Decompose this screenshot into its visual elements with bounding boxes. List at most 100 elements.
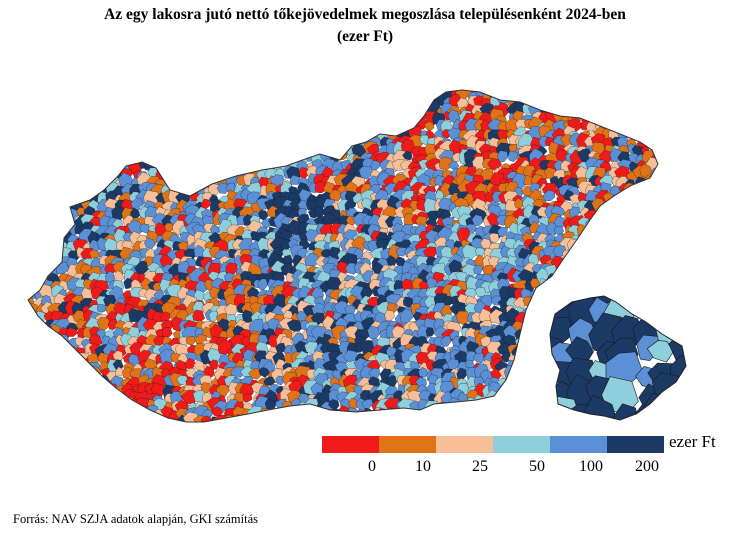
settlement-cell: [36, 368, 49, 382]
settlement-cell: [96, 317, 111, 331]
settlement-cell: [225, 121, 240, 135]
settlement-cell: [338, 129, 347, 141]
settlement-cell: [273, 408, 285, 422]
settlement-cell: [409, 80, 418, 90]
settlement-cell: [299, 130, 311, 141]
settlement-cell: [368, 367, 381, 379]
settlement-cell: [384, 359, 398, 371]
settlement-cell: [633, 262, 648, 277]
settlement-cell: [265, 90, 276, 99]
settlement-cell: [28, 90, 34, 100]
settlement-cell: [273, 113, 286, 125]
settlement-cell: [135, 90, 150, 95]
settlement-cell: [98, 176, 108, 186]
settlement-cell: [652, 184, 658, 196]
settlement-cell: [48, 399, 62, 418]
settlement-cell: [215, 129, 230, 143]
settlement-cell: [230, 134, 246, 149]
settlement-cell: [195, 98, 205, 109]
settlement-cell: [28, 268, 31, 285]
settlement-cell: [90, 378, 102, 390]
settlement-cell: [602, 90, 617, 100]
settlement-cell: [101, 413, 120, 422]
settlement-cell: [274, 154, 286, 165]
settlement-cell: [635, 120, 645, 132]
settlement-cell: [128, 138, 142, 151]
settlement-cell: [252, 97, 265, 112]
settlement-cell: [224, 92, 243, 110]
settlement-cell: [247, 134, 263, 148]
settlement-cell: [28, 337, 30, 348]
settlement-cell: [281, 133, 295, 147]
settlement-cell: [258, 145, 270, 157]
settlement-cell: [281, 146, 293, 156]
settlement-cell: [214, 108, 229, 122]
settlement-cell: [603, 90, 616, 91]
settlement-cell: [43, 97, 57, 112]
settlement-cell: [257, 131, 272, 147]
settlement-cell: [546, 94, 560, 107]
settlement-cell: [58, 167, 72, 178]
settlement-cell: [647, 262, 658, 276]
settlement-cell: [405, 102, 420, 116]
settlement-cell: [400, 413, 417, 422]
settlement-cell: [555, 296, 568, 308]
settlement-cell: [356, 119, 369, 132]
settlement-cell: [183, 134, 199, 149]
settlement-cell: [543, 281, 559, 295]
settlement-cell: [41, 167, 52, 178]
settlement-cell: [142, 143, 158, 158]
settlement-cell: [28, 319, 41, 334]
settlement-cell: [532, 311, 543, 321]
settlement-cell: [474, 247, 486, 257]
country-border: [27, 89, 659, 423]
settlement-cell: [28, 324, 31, 337]
settlement-cell: [346, 90, 357, 100]
settlement-cell: [378, 416, 392, 422]
settlement-cell: [637, 270, 655, 286]
settlement-cell: [291, 111, 304, 122]
settlement-cell: [231, 142, 247, 159]
settlement-cell: [450, 417, 462, 422]
settlement-cell: [401, 90, 418, 99]
settlement-cell: [345, 90, 363, 93]
settlement-cell: [40, 110, 55, 123]
settlement-cell: [49, 345, 65, 357]
settlement-cell: [607, 272, 622, 287]
settlement-cell: [505, 399, 519, 410]
settlement-cell: [569, 103, 583, 117]
settlement-cell: [72, 400, 86, 412]
settlement-cell: [533, 90, 551, 102]
settlement-cell: [170, 144, 182, 154]
settlement-cell: [297, 90, 313, 103]
settlement-cell: [89, 122, 99, 132]
settlement-cell: [372, 113, 384, 126]
settlement-cell: [63, 90, 78, 93]
settlement-cell: [110, 395, 129, 411]
budapest-inset-border: [549, 295, 687, 421]
settlement-cell: [189, 126, 207, 143]
settlement-cell: [593, 98, 605, 111]
settlement-cell: [39, 341, 57, 357]
settlement-cell: [316, 407, 330, 422]
settlement-cell: [592, 253, 606, 270]
settlement-cell: [65, 353, 79, 365]
settlement-cell: [227, 113, 237, 124]
settlement-cell: [130, 92, 145, 107]
settlement-cell: [514, 197, 525, 209]
settlement-cell: [391, 417, 404, 422]
settlement-cell: [215, 135, 230, 149]
settlement-cell: [198, 95, 214, 112]
settlement-cell: [194, 111, 207, 121]
settlement-cell: [132, 407, 145, 420]
settlement-cell: [346, 113, 359, 126]
settlement-cell: [169, 167, 184, 181]
settlement-cell: [425, 327, 435, 337]
settlement-cell: [648, 280, 658, 295]
settlement-cell: [633, 269, 651, 284]
settlement-cell: [129, 140, 147, 156]
settlement-cell: [28, 192, 32, 205]
settlement-cell: [82, 162, 95, 173]
settlement-cell: [53, 379, 64, 389]
settlement-cell: [254, 127, 271, 141]
